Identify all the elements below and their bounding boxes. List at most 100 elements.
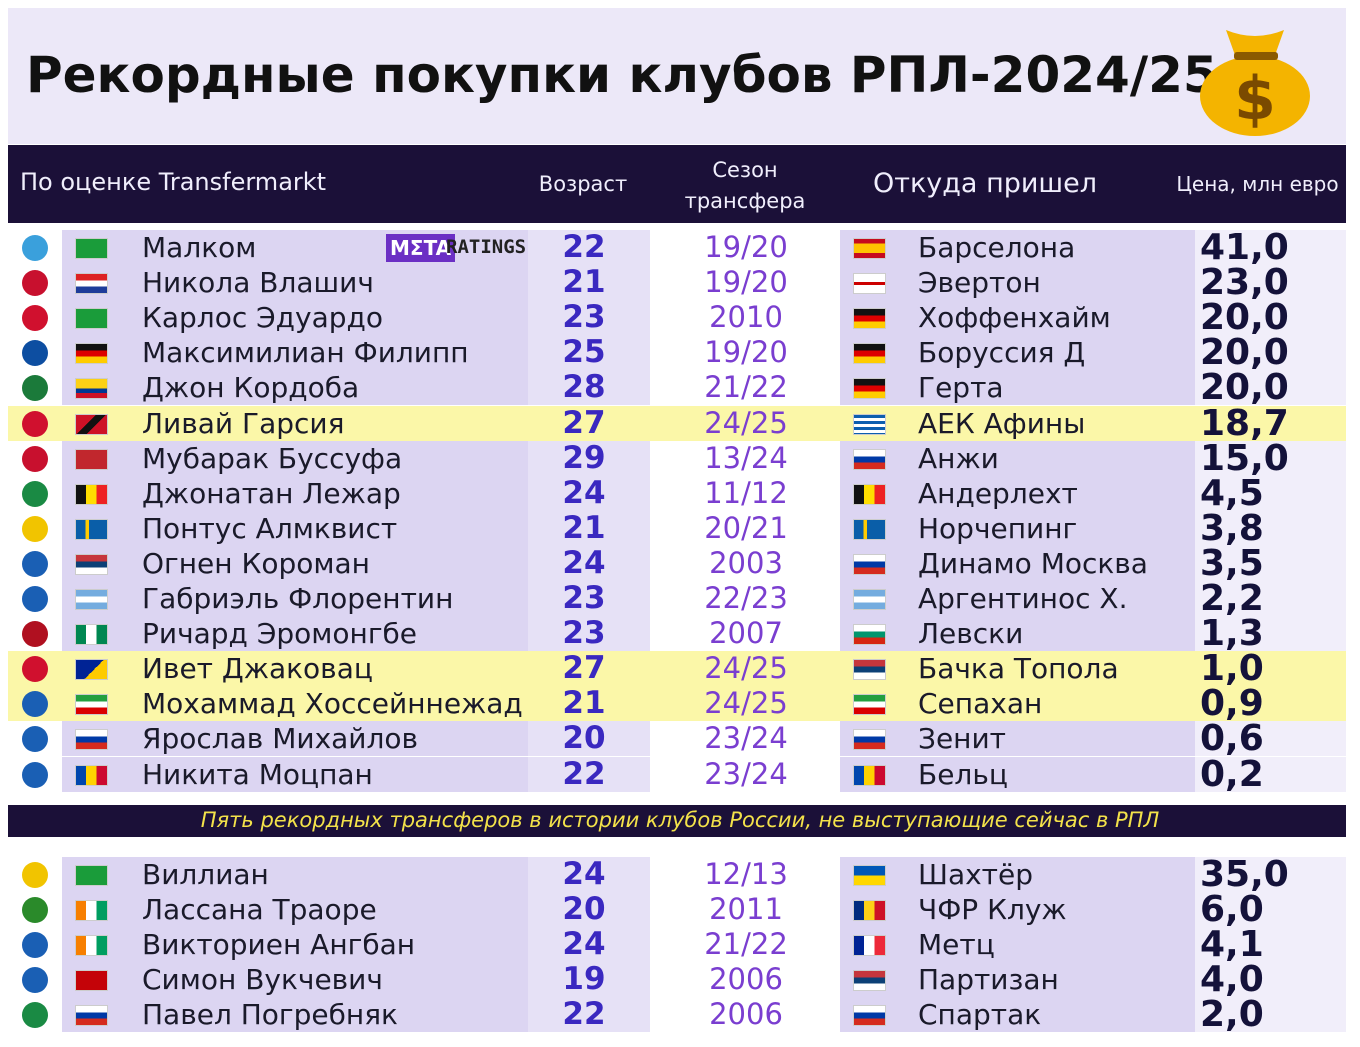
from-cell [840, 405, 1195, 441]
club-logo [22, 967, 48, 994]
season: 2006 [709, 962, 783, 997]
note: Пять рекордных трансферов в истории клуб… [200, 808, 1160, 832]
season: 2007 [709, 616, 783, 651]
season: 12/13 [704, 857, 788, 891]
season: 11/12 [704, 475, 788, 510]
age-cell [528, 927, 650, 963]
from-club: ЧФР Клуж [918, 893, 1067, 927]
from-club: Андерлехт [918, 476, 1078, 510]
from-club: Герта [918, 371, 1004, 405]
flag [853, 900, 886, 922]
from-cell [840, 686, 1195, 722]
from-cell [840, 475, 1195, 511]
price-cell [1195, 927, 1346, 963]
club-logo [22, 621, 48, 648]
name-cell [62, 892, 528, 928]
price-cell [1195, 370, 1346, 406]
col-header: Сезон трансфера [684, 158, 806, 213]
flag [75, 483, 108, 505]
player-name: Симон Вукчевич [142, 963, 383, 997]
price: 41,0 [1200, 227, 1289, 268]
price: 2,2 [1200, 578, 1264, 619]
from-club: Шахтёр [918, 858, 1033, 891]
price-cell [1195, 962, 1346, 998]
flag [853, 659, 886, 681]
flag [853, 343, 886, 365]
player-name: Мубарак Буссуфа [142, 441, 403, 475]
age-cell [528, 962, 650, 998]
from-club: Спартак [918, 998, 1042, 1032]
club-logo [22, 761, 48, 788]
age: 22 [562, 229, 606, 265]
from-club: Левски [918, 617, 1024, 651]
price-cell [1195, 545, 1346, 581]
flag [75, 970, 108, 992]
player-name: Ивет Джаковац [142, 652, 373, 686]
age-cell [528, 756, 650, 792]
age: 23 [562, 580, 606, 616]
flag [853, 308, 886, 330]
price: 20,0 [1200, 297, 1289, 339]
from-cell [840, 927, 1195, 963]
age-cell [528, 581, 650, 616]
player-name: Викториен Ангбан [142, 928, 416, 962]
from-club: Сепахан [918, 687, 1043, 721]
price: 3,5 [1200, 542, 1264, 584]
age: 24 [562, 474, 606, 511]
age: 20 [562, 720, 606, 757]
player-name: Мохаммад Хоссейннежад [142, 687, 523, 721]
from-cell [840, 230, 1195, 265]
club-logo [22, 270, 48, 297]
flag [75, 589, 108, 610]
logo-meta: MΣTA [386, 234, 456, 262]
price: 20,0 [1200, 367, 1289, 409]
price-cell [1195, 756, 1346, 792]
age-cell [528, 545, 650, 581]
from-cell [840, 997, 1195, 1033]
club-logo [22, 515, 48, 542]
player-name: Виллиан [142, 858, 269, 891]
from-cell [840, 616, 1195, 652]
age-cell [528, 997, 650, 1033]
flag [853, 413, 886, 435]
flag [75, 764, 108, 786]
club-logo [22, 445, 48, 472]
age: 23 [562, 299, 606, 336]
name-cell [62, 686, 528, 722]
name-cell [62, 616, 528, 652]
age-cell [528, 616, 650, 652]
from-club: Аргентинос Х. [918, 582, 1128, 615]
season-cell [650, 405, 840, 441]
from-club: Хоффенхайм [918, 301, 1111, 335]
player-name: Малком [142, 231, 257, 264]
age-cell [528, 300, 650, 336]
player-name: Никола Влашич [142, 266, 374, 300]
price-cell [1195, 230, 1346, 265]
name-cell [62, 545, 528, 581]
from-cell [840, 962, 1195, 998]
player-name: Павел Погребняк [142, 998, 398, 1032]
club-logo [22, 862, 48, 888]
flag [75, 935, 108, 957]
name-cell [62, 300, 528, 336]
age-cell [528, 265, 650, 301]
from-cell [840, 510, 1195, 546]
flag [75, 308, 108, 330]
flag [75, 900, 108, 922]
age-cell [528, 651, 650, 687]
logo-ratings: RATINGS [446, 236, 527, 258]
flag [75, 694, 108, 716]
price: 4,1 [1200, 924, 1264, 966]
season: 2011 [709, 892, 783, 927]
club-logo [22, 691, 48, 718]
money-bag-icon: $ [1200, 30, 1310, 136]
season: 24/25 [704, 405, 788, 440]
flag [75, 1005, 108, 1027]
price: 3,8 [1200, 507, 1264, 549]
price: 20,0 [1200, 332, 1289, 374]
player-name: Максимилиан Филипп [142, 336, 469, 370]
player-name: Понтус Алмквист [142, 511, 398, 545]
col-header: Откуда пришел [873, 168, 1097, 199]
flag [853, 378, 886, 400]
from-club: Анжи [918, 441, 999, 475]
